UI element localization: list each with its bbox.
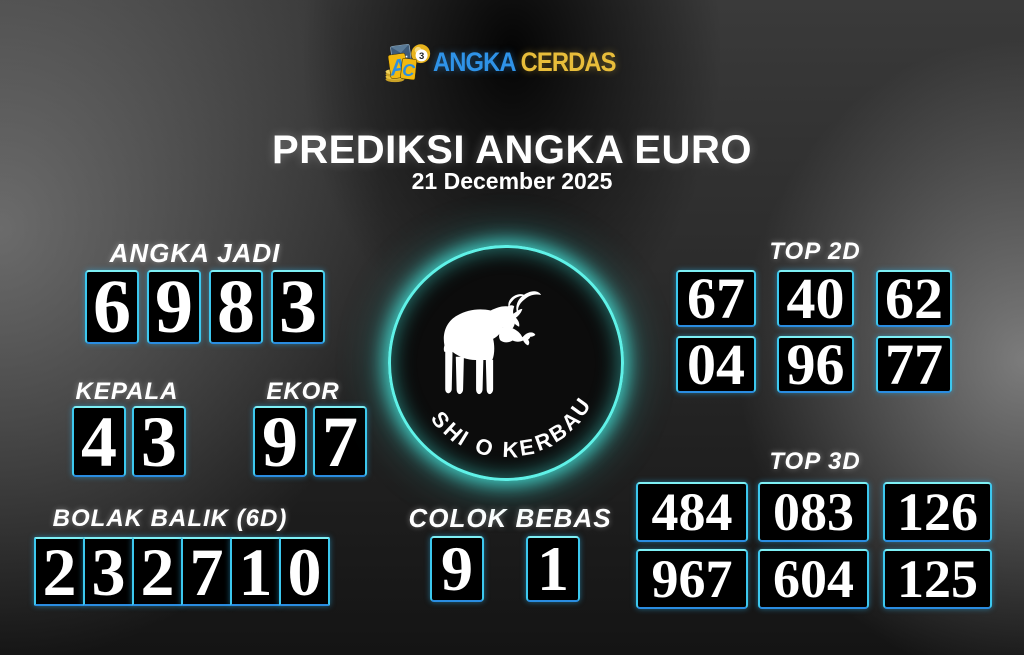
svg-text:3: 3	[419, 50, 424, 61]
